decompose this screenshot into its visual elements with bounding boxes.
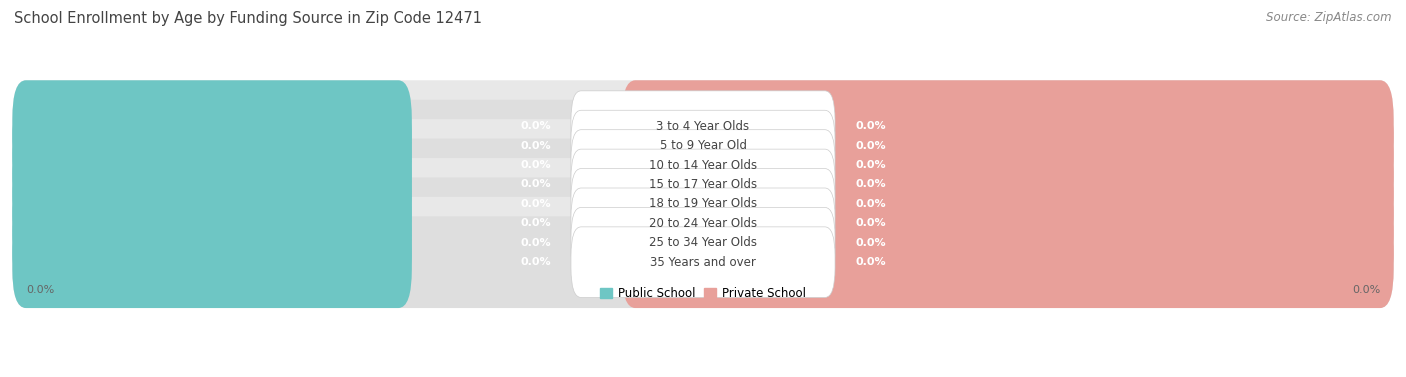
Bar (25, 194, 1381, 214)
Text: 25 to 34 Year Olds: 25 to 34 Year Olds (650, 236, 756, 249)
Text: 0.0%: 0.0% (1351, 285, 1381, 296)
Bar (25, 214, 1381, 233)
Text: 0.0%: 0.0% (520, 160, 551, 170)
FancyBboxPatch shape (13, 139, 1393, 230)
Bar (25, 253, 1381, 272)
Text: 0.0%: 0.0% (520, 121, 551, 131)
Text: 0.0%: 0.0% (855, 121, 886, 131)
FancyBboxPatch shape (571, 110, 835, 181)
Text: 3 to 4 Year Olds: 3 to 4 Year Olds (657, 120, 749, 133)
Text: 0.0%: 0.0% (855, 238, 886, 248)
FancyBboxPatch shape (13, 139, 412, 230)
Text: School Enrollment by Age by Funding Source in Zip Code 12471: School Enrollment by Age by Funding Sour… (14, 11, 482, 26)
FancyBboxPatch shape (13, 119, 412, 211)
FancyBboxPatch shape (13, 216, 1393, 308)
Bar (25, 116, 1381, 136)
FancyBboxPatch shape (13, 216, 412, 308)
FancyBboxPatch shape (13, 80, 412, 172)
Legend: Public School, Private School: Public School, Private School (595, 282, 811, 305)
Bar (25, 155, 1381, 175)
FancyBboxPatch shape (13, 100, 1393, 192)
FancyBboxPatch shape (571, 91, 835, 161)
FancyBboxPatch shape (621, 216, 1393, 308)
Text: 0.0%: 0.0% (520, 218, 551, 228)
FancyBboxPatch shape (621, 80, 1393, 172)
FancyBboxPatch shape (571, 227, 835, 297)
Bar (25, 136, 1381, 155)
FancyBboxPatch shape (13, 100, 412, 192)
Text: 18 to 19 Year Olds: 18 to 19 Year Olds (650, 198, 756, 210)
FancyBboxPatch shape (13, 178, 412, 269)
FancyBboxPatch shape (621, 139, 1393, 230)
Text: 0.0%: 0.0% (855, 160, 886, 170)
Text: 10 to 14 Year Olds: 10 to 14 Year Olds (650, 158, 756, 172)
FancyBboxPatch shape (13, 80, 1393, 172)
Bar (25, 233, 1381, 253)
Text: 0.0%: 0.0% (855, 257, 886, 267)
FancyBboxPatch shape (13, 158, 1393, 250)
FancyBboxPatch shape (621, 178, 1393, 269)
FancyBboxPatch shape (571, 207, 835, 278)
FancyBboxPatch shape (621, 158, 1393, 250)
Text: 0.0%: 0.0% (520, 199, 551, 209)
Text: 0.0%: 0.0% (855, 218, 886, 228)
FancyBboxPatch shape (13, 158, 412, 250)
Text: 0.0%: 0.0% (855, 199, 886, 209)
FancyBboxPatch shape (13, 197, 412, 289)
FancyBboxPatch shape (13, 178, 1393, 269)
FancyBboxPatch shape (571, 169, 835, 239)
FancyBboxPatch shape (571, 130, 835, 200)
FancyBboxPatch shape (621, 100, 1393, 192)
Text: 5 to 9 Year Old: 5 to 9 Year Old (659, 139, 747, 152)
Text: 0.0%: 0.0% (520, 179, 551, 189)
FancyBboxPatch shape (571, 188, 835, 259)
Bar (25, 175, 1381, 194)
Text: 0.0%: 0.0% (520, 257, 551, 267)
Text: 0.0%: 0.0% (520, 141, 551, 150)
Text: 15 to 17 Year Olds: 15 to 17 Year Olds (650, 178, 756, 191)
FancyBboxPatch shape (571, 149, 835, 220)
FancyBboxPatch shape (621, 119, 1393, 211)
Text: 0.0%: 0.0% (855, 141, 886, 150)
FancyBboxPatch shape (621, 197, 1393, 289)
Text: 35 Years and over: 35 Years and over (650, 256, 756, 269)
Text: 0.0%: 0.0% (520, 238, 551, 248)
Text: 0.0%: 0.0% (855, 179, 886, 189)
Text: 0.0%: 0.0% (25, 285, 55, 296)
Text: 20 to 24 Year Olds: 20 to 24 Year Olds (650, 217, 756, 230)
Text: Source: ZipAtlas.com: Source: ZipAtlas.com (1267, 11, 1392, 24)
FancyBboxPatch shape (13, 119, 1393, 211)
FancyBboxPatch shape (13, 197, 1393, 289)
